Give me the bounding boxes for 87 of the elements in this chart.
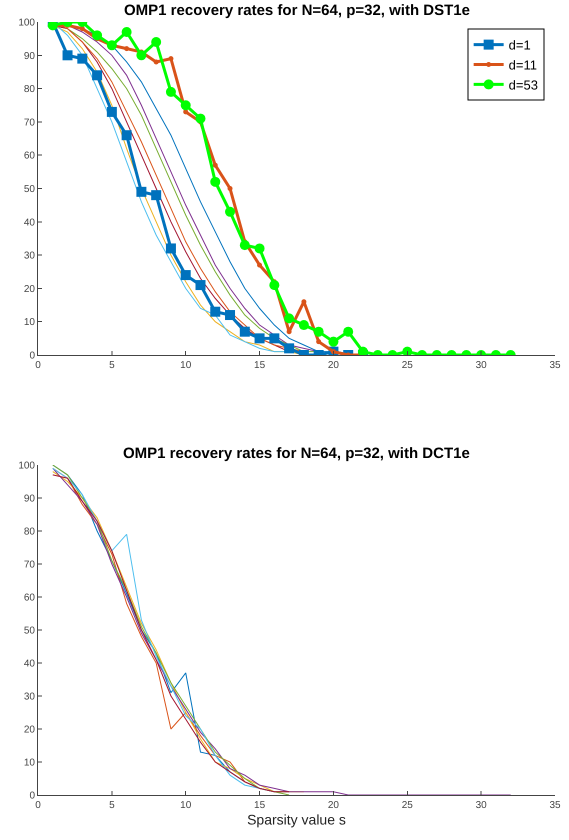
- y-tick-label: 20: [24, 284, 36, 295]
- y-tick-label: 10: [24, 317, 36, 328]
- point: [257, 262, 262, 268]
- point: [122, 130, 132, 140]
- legend-label: d=1: [508, 38, 531, 53]
- y-tick-label: 50: [24, 626, 36, 636]
- point: [122, 26, 132, 37]
- y-tick-label: 20: [24, 724, 36, 736]
- y-tick-label: 30: [24, 692, 36, 702]
- x-tick-label: 15: [254, 360, 266, 371]
- y-tick-label: 40: [24, 658, 36, 670]
- y-tick-label: 30: [24, 250, 36, 262]
- y-tick-label: 0: [29, 350, 36, 362]
- x-tick-label: 5: [109, 800, 116, 811]
- x-tick-label: 35: [549, 360, 561, 371]
- y-tick-label: 100: [18, 18, 36, 28]
- point: [269, 280, 280, 290]
- point: [284, 313, 294, 324]
- point: [154, 59, 159, 64]
- x-tick-label: 35: [549, 800, 561, 811]
- point: [180, 100, 191, 110]
- point: [195, 280, 206, 290]
- y-tick-label: 40: [24, 217, 36, 228]
- point: [358, 346, 368, 355]
- point: [210, 306, 220, 317]
- y-tick-label: 70: [24, 117, 36, 128]
- point: [106, 40, 117, 50]
- legend-label: d=11: [508, 58, 537, 73]
- point: [402, 346, 412, 355]
- point: [210, 176, 220, 187]
- chart-title: OMP1 recovery rates for N=64, p=32, with DST1e: [124, 2, 470, 19]
- point: [254, 243, 265, 254]
- y-tick-label: 90: [24, 50, 36, 62]
- x-tick-label: 25: [402, 360, 414, 371]
- point: [136, 50, 146, 60]
- point: [106, 106, 117, 117]
- y-tick-label: 80: [24, 526, 36, 538]
- x-tick-label: 5: [109, 360, 116, 371]
- y-tick-label: 90: [24, 494, 36, 504]
- point: [254, 333, 265, 344]
- point: [314, 326, 324, 337]
- x-tick-label: 30: [476, 800, 488, 811]
- point: [151, 36, 162, 47]
- x-tick-label: 10: [180, 800, 192, 811]
- x-tick-label: 20: [328, 360, 340, 371]
- legend-label: d=53: [508, 77, 538, 92]
- point: [136, 186, 146, 197]
- y-tick-label: 0: [29, 790, 36, 802]
- point: [166, 86, 176, 97]
- chart-title: OMP1 recovery rates for N=64, p=32, with DCT1e: [123, 445, 470, 462]
- line-series: [52, 468, 512, 795]
- point: [284, 343, 294, 354]
- point: [180, 270, 191, 280]
- y-tick-label: 100: [18, 460, 36, 472]
- x-tick-label: 30: [476, 360, 488, 371]
- point: [48, 22, 58, 30]
- point: [228, 186, 233, 191]
- point: [225, 206, 236, 217]
- y-tick-label: 80: [24, 84, 36, 96]
- point: [62, 50, 73, 60]
- point: [124, 46, 130, 52]
- y-tick-label: 50: [24, 184, 36, 195]
- point: [316, 339, 322, 344]
- x-tick-label: 10: [180, 360, 192, 371]
- point: [166, 243, 176, 254]
- x-axis-title: Sparsity value s: [247, 811, 346, 828]
- x-tick-label: 25: [402, 800, 414, 811]
- point: [92, 70, 102, 80]
- point: [168, 56, 174, 62]
- point: [298, 320, 309, 330]
- point: [240, 240, 250, 250]
- point: [195, 114, 206, 124]
- y-tick-label: 60: [24, 592, 36, 604]
- point: [77, 54, 88, 64]
- point: [328, 336, 338, 347]
- y-tick-label: 70: [24, 560, 36, 570]
- x-tick-label: 15: [254, 800, 266, 811]
- point: [225, 310, 236, 320]
- y-tick-label: 10: [24, 758, 36, 768]
- point: [212, 162, 218, 168]
- point: [151, 190, 162, 200]
- point: [240, 326, 250, 337]
- y-tick-label: 60: [24, 150, 36, 162]
- point: [92, 30, 102, 40]
- point: [343, 326, 354, 337]
- x-tick-label: 20: [328, 800, 340, 811]
- point: [269, 333, 280, 344]
